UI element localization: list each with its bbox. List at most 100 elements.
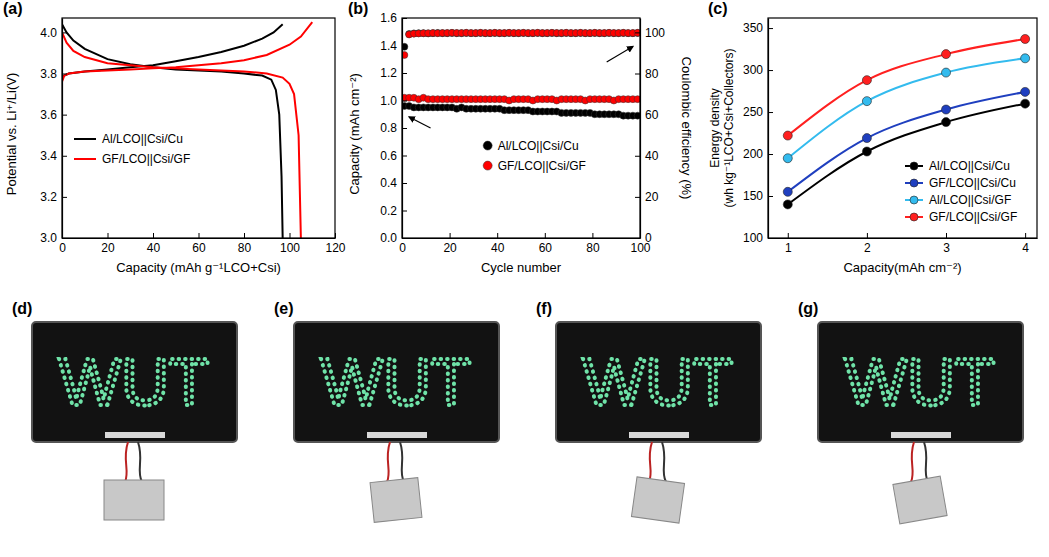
legend-label: Al/LCO||Csi/GF bbox=[929, 193, 1011, 207]
y-axis: 0.00.20.40.60.81.01.21.41.6 bbox=[380, 11, 407, 245]
tick: 350 bbox=[743, 21, 773, 35]
tick-label: 3.2 bbox=[40, 190, 57, 204]
tick-mark bbox=[768, 238, 773, 239]
panel-label: (f) bbox=[536, 300, 552, 317]
tick: 100 bbox=[280, 233, 300, 255]
series-point bbox=[783, 154, 792, 163]
tick: 0.2 bbox=[380, 204, 407, 218]
tick-label: 1.2 bbox=[380, 66, 397, 80]
tick-mark bbox=[635, 74, 640, 75]
tick-mark bbox=[335, 233, 336, 238]
tick-label: 1.0 bbox=[380, 94, 397, 108]
tick-label: 120 bbox=[325, 241, 345, 255]
tick-label: 80 bbox=[586, 241, 600, 255]
tick-label: 20 bbox=[443, 241, 457, 255]
tick: 150 bbox=[743, 189, 773, 203]
plot-frame bbox=[768, 18, 1037, 238]
led-sign: WUT bbox=[845, 345, 995, 419]
tick-mark bbox=[402, 211, 407, 212]
tick-label: 40 bbox=[147, 241, 161, 255]
series-point bbox=[783, 131, 792, 140]
plot-frame bbox=[402, 18, 640, 238]
tick-mark bbox=[635, 197, 640, 198]
tick-label: 0.4 bbox=[380, 176, 397, 190]
photo-panel: WUT(g) bbox=[798, 300, 1023, 524]
tick-mark bbox=[290, 233, 291, 238]
legend-label: Al/LCO||Csi/Cu bbox=[929, 159, 1010, 173]
legend-label: GF/LCO||Csi/Cu bbox=[929, 176, 1016, 190]
tick: 40 bbox=[491, 233, 505, 255]
photo-panel: WUT(e) bbox=[274, 300, 499, 522]
series-point bbox=[942, 118, 951, 127]
tick-label: 60 bbox=[539, 241, 553, 255]
x-axis: 020406080100120 bbox=[59, 233, 346, 255]
legend-label: Al/LCO||Csi/Cu bbox=[102, 132, 183, 146]
tick: 20 bbox=[443, 233, 457, 255]
tick-label: 40 bbox=[645, 149, 659, 163]
x-axis-title: Capacity(mAh cm⁻²) bbox=[843, 260, 961, 275]
tick-label: 3.0 bbox=[40, 231, 57, 245]
tick-mark bbox=[402, 73, 407, 74]
y-axis-title: Energy density(wh kg⁻¹LCO+Csi+Collectors… bbox=[708, 48, 736, 207]
tick-label: 350 bbox=[743, 21, 763, 35]
led-board bbox=[294, 322, 499, 442]
pouch-cell bbox=[893, 476, 947, 524]
legend: Al/LCO||Csi/CuGF/LCO||Csi/GF bbox=[483, 139, 586, 173]
series-point bbox=[942, 50, 951, 59]
series-line bbox=[788, 104, 1025, 205]
y2-axis-title: Coulombic efficiency (%) bbox=[679, 57, 694, 200]
tick: 60 bbox=[539, 233, 553, 255]
tick-mark bbox=[62, 32, 67, 33]
photo-panel: WUT(d) bbox=[12, 300, 237, 520]
tick-label: 4.0 bbox=[40, 26, 57, 40]
tick: 1.2 bbox=[380, 66, 407, 80]
tick-label: 0.0 bbox=[380, 231, 397, 245]
arrow bbox=[409, 117, 430, 128]
panel-label: (c) bbox=[708, 0, 728, 17]
tick-mark bbox=[946, 233, 947, 238]
tick-mark bbox=[108, 233, 109, 238]
legend-swatch bbox=[483, 141, 492, 150]
tick: 3.4 bbox=[40, 149, 67, 163]
tick: 3.2 bbox=[40, 190, 67, 204]
board-glare bbox=[105, 432, 165, 438]
panel-label: (b) bbox=[348, 0, 368, 17]
legend-label: GF/LCO||Csi/GF bbox=[929, 210, 1017, 224]
tick: 120 bbox=[325, 233, 345, 255]
tick: 3.6 bbox=[40, 108, 67, 122]
board-glare bbox=[891, 432, 951, 438]
tick: 1.6 bbox=[380, 11, 407, 25]
tick-mark bbox=[497, 233, 498, 238]
x-axis-title: Cycle number bbox=[481, 260, 562, 275]
board-glare bbox=[629, 432, 689, 438]
tick-label: 0 bbox=[59, 241, 66, 255]
wire bbox=[911, 442, 914, 482]
tick-mark bbox=[768, 154, 773, 155]
legend-swatch bbox=[74, 138, 96, 140]
tick-mark bbox=[402, 101, 407, 102]
board-glare bbox=[367, 432, 427, 438]
led-board bbox=[32, 322, 237, 442]
tick-mark bbox=[402, 156, 407, 157]
panel-b: 0204060801000.00.20.40.60.81.01.21.41.60… bbox=[347, 0, 694, 275]
legend: Al/LCO||Csi/CuGF/LCO||Csi/GF bbox=[74, 132, 190, 166]
y-axis-title: Capacity (mAh cm⁻²) bbox=[347, 73, 362, 195]
tick-label: 20 bbox=[645, 190, 659, 204]
x-axis-title: Capacity (mAh g⁻¹LCO+Csi) bbox=[116, 260, 281, 275]
tick: 3 bbox=[943, 233, 950, 255]
legend-swatch bbox=[910, 213, 918, 221]
tick-mark bbox=[402, 128, 407, 129]
tick-label: 60 bbox=[192, 241, 206, 255]
tick-mark bbox=[62, 74, 67, 75]
arrow bbox=[607, 47, 633, 62]
capacity-point bbox=[634, 96, 640, 103]
tick: 1.4 bbox=[380, 39, 407, 53]
tick-label: 0 bbox=[399, 241, 406, 255]
tick-mark bbox=[635, 156, 640, 157]
tick-mark bbox=[635, 32, 640, 33]
tick: 60 bbox=[192, 233, 206, 255]
legend-label: Al/LCO||Csi/Cu bbox=[498, 139, 579, 153]
tick: 20 bbox=[101, 233, 115, 255]
tick: 20 bbox=[635, 190, 659, 204]
tick: 0.4 bbox=[380, 176, 407, 190]
